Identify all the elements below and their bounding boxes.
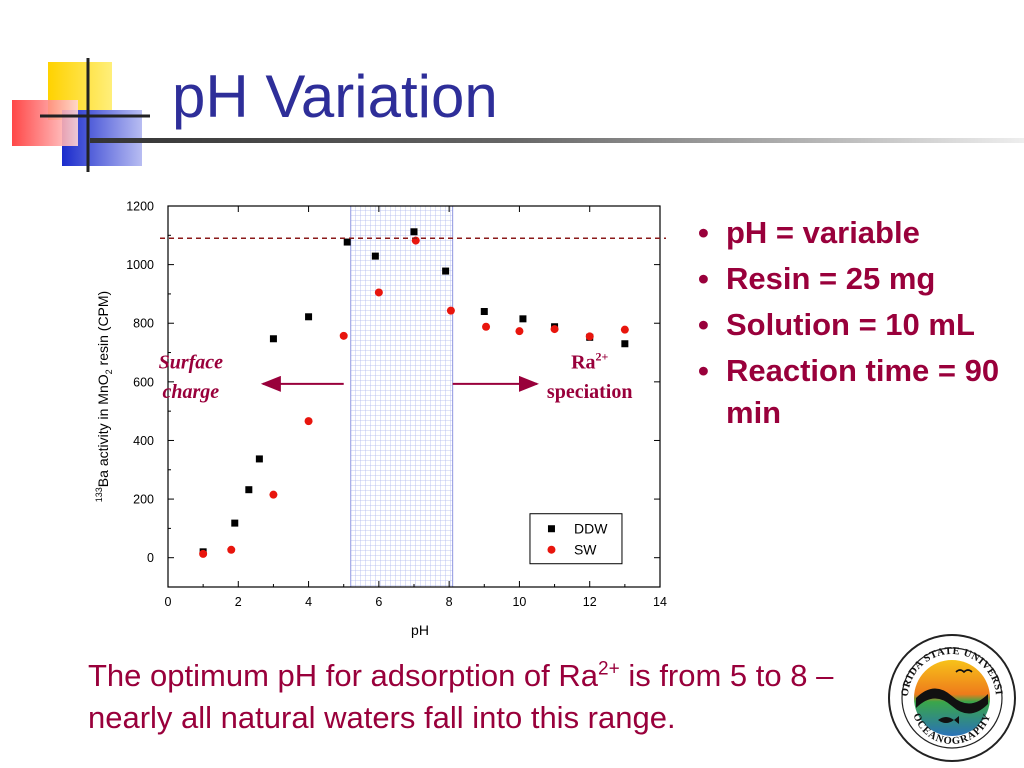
x-tick-label: 10 bbox=[512, 595, 526, 609]
surface-charge-label-line1: Surface bbox=[159, 352, 224, 374]
y-axis-label-sub: 2 bbox=[104, 369, 114, 374]
data-point-ddw bbox=[410, 228, 418, 236]
data-point-sw bbox=[339, 331, 348, 340]
data-point-ddw bbox=[231, 519, 239, 527]
data-point-ddw bbox=[442, 267, 450, 275]
caption-part-1: The optimum pH for adsorption of Ra bbox=[88, 658, 599, 693]
y-axis-label-main: Ba activity in MnO bbox=[95, 374, 111, 487]
ra-speciation-label-line2: speciation bbox=[547, 381, 633, 403]
y-axis-label: 133Ba activity in MnO2 resin (CPM) bbox=[94, 291, 114, 502]
logo-wave-icon bbox=[916, 688, 988, 714]
surface-charge-label-line2: charge bbox=[163, 381, 220, 403]
y-tick-label: 1200 bbox=[126, 200, 154, 214]
logo-fish-icon bbox=[938, 716, 959, 724]
data-point-ddw bbox=[480, 308, 488, 316]
data-point-sw bbox=[515, 327, 524, 336]
slide-title: pH Variation bbox=[172, 63, 498, 130]
x-tick-label: 0 bbox=[165, 595, 172, 609]
data-point-sw bbox=[550, 325, 559, 334]
legend-label-ddw: DDW bbox=[574, 521, 608, 537]
data-point-sw bbox=[304, 417, 313, 426]
data-point-sw bbox=[374, 288, 383, 297]
y-tick-label: 0 bbox=[147, 551, 154, 565]
y-tick-label: 600 bbox=[133, 375, 154, 389]
x-tick-label: 14 bbox=[653, 595, 667, 609]
data-point-sw bbox=[446, 306, 455, 315]
ra-label-main: Ra bbox=[571, 352, 595, 374]
logo-inner-ring bbox=[901, 647, 1003, 749]
y-axis-label-end: resin (CPM) bbox=[95, 291, 111, 370]
bullet-solution: Solution = 10 mL bbox=[696, 304, 1016, 346]
bullet-reaction-time: Reaction time = 90 min bbox=[696, 350, 1016, 434]
caption-text: The optimum pH for adsorption of Ra2+ is… bbox=[88, 655, 888, 739]
data-point-sw bbox=[482, 322, 491, 331]
ph-scatter-chart: 0 2 4 6 8 10 12 14 0 200 400 600 800 1000 1200 pH 133Ba … bbox=[94, 200, 667, 639]
bullet-ph: pH = variable bbox=[696, 212, 1016, 254]
data-point-ddw bbox=[245, 486, 253, 494]
y-tick-label: 400 bbox=[133, 434, 154, 448]
ra-speciation-label-line1: Ra2+ bbox=[571, 350, 608, 374]
data-point-sw bbox=[199, 549, 208, 558]
data-point-ddw bbox=[255, 455, 263, 463]
ra-label-sup: 2+ bbox=[596, 350, 609, 364]
caption-part-2: is from 5 to 8 – nearly all natural wate… bbox=[88, 658, 834, 735]
title-decoration bbox=[12, 58, 150, 172]
y-axis-label-sup: 133 bbox=[94, 487, 104, 502]
bullet-resin: Resin = 25 mg bbox=[696, 258, 1016, 300]
x-tick-label: 8 bbox=[446, 595, 453, 609]
x-tick-label: 4 bbox=[305, 595, 312, 609]
data-point-ddw bbox=[371, 252, 379, 260]
data-point-ddw bbox=[519, 315, 527, 323]
data-point-sw bbox=[269, 490, 278, 499]
caption-superscript: 2+ bbox=[598, 658, 620, 680]
y-tick-label: 800 bbox=[133, 317, 154, 331]
legend-marker-ddw bbox=[547, 525, 555, 533]
data-point-ddw bbox=[621, 340, 629, 348]
y-tick-label: 200 bbox=[133, 493, 154, 507]
legend-box bbox=[529, 513, 623, 565]
conditions-list: pH = variable Resin = 25 mg Solution = 1… bbox=[696, 212, 1016, 438]
data-point-sw bbox=[227, 545, 236, 554]
x-tick-label: 12 bbox=[583, 595, 597, 609]
title-underline bbox=[90, 138, 1024, 143]
data-point-ddw bbox=[305, 313, 313, 321]
x-tick-label: 6 bbox=[375, 595, 382, 609]
x-tick-label: 2 bbox=[235, 595, 242, 609]
deco-red-square bbox=[12, 100, 78, 146]
data-point-ddw bbox=[343, 238, 351, 246]
y-tick-label: 1000 bbox=[126, 258, 154, 272]
x-axis-label: pH bbox=[411, 622, 429, 638]
data-point-sw bbox=[620, 325, 629, 334]
legend-label-sw: SW bbox=[574, 542, 597, 558]
legend-marker-sw bbox=[547, 545, 556, 554]
fsu-oceanography-logo: FLORIDA STATE UNIVERSITY OCEANOGRAPHY bbox=[886, 632, 1016, 762]
logo-bird-icon bbox=[955, 669, 973, 674]
data-point-sw bbox=[585, 332, 594, 341]
optimum-ph-band bbox=[350, 205, 454, 588]
data-point-ddw bbox=[269, 335, 277, 343]
